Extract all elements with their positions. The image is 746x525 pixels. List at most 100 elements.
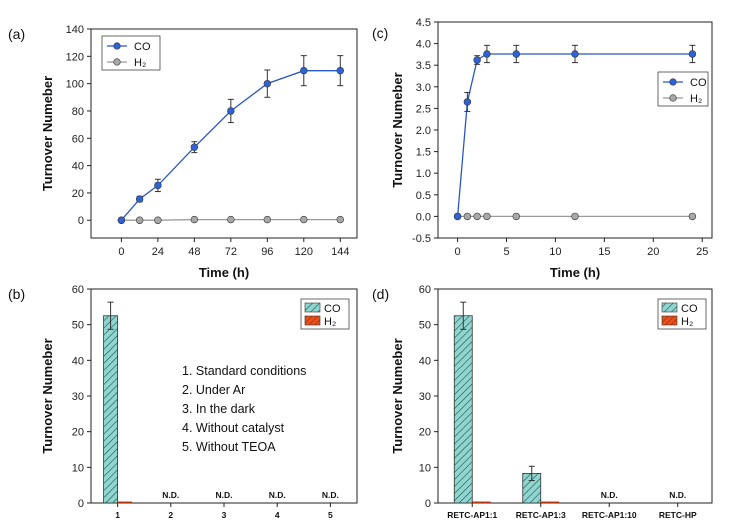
y-tick-label: 3.0: [416, 82, 431, 94]
data-point-co: [463, 98, 472, 106]
y-tick-label: 20: [419, 427, 431, 439]
data-point-co: [154, 181, 162, 190]
x-tick-label: 10: [549, 246, 561, 258]
y-tick-label: 1.0: [416, 168, 431, 180]
y-axis-label: Turnover Numeber: [40, 76, 55, 191]
y-tick-label: 80: [72, 106, 84, 118]
bar-co: [453, 315, 473, 504]
y-tick-label: 120: [66, 51, 84, 63]
x-tick-label: 144: [331, 246, 349, 258]
y-tick-label: 20: [72, 188, 84, 200]
x-tick-label: 72: [225, 246, 237, 258]
x-tick-label: 0: [455, 246, 461, 258]
y-tick-label: 10: [419, 462, 431, 474]
x-tick-label: 4: [275, 510, 280, 520]
y-tick-label: 0.0: [416, 211, 431, 223]
y-tick-label: 40: [419, 355, 431, 367]
legend-box: [101, 35, 161, 71]
y-tick-label: 60: [72, 133, 84, 145]
data-point-h2: [190, 215, 199, 224]
data-point-h2: [227, 215, 235, 224]
data-point-h2: [512, 212, 520, 221]
bar-h2: [117, 501, 132, 504]
not-detected-label: N.D.: [216, 490, 233, 500]
x-tick-label: 25: [696, 246, 708, 258]
y-tick-label: 50: [419, 320, 431, 332]
legend-swatch: [661, 315, 678, 326]
x-axis-label: Time (h): [550, 265, 600, 280]
y-tick-label: 50: [72, 320, 84, 332]
data-point-co: [227, 107, 235, 115]
data-point-co: [300, 66, 308, 75]
data-point-co: [512, 50, 520, 58]
data-point-h2: [483, 212, 491, 221]
x-tick-label: 5: [503, 246, 509, 258]
panel-label: (b): [8, 286, 25, 302]
y-tick-label: 40: [72, 161, 84, 173]
plot-frame: [90, 28, 358, 239]
y-tick-label: 100: [66, 79, 84, 91]
not-detected-label: N.D.: [162, 490, 179, 500]
x-tick-label: RETC-AP1:1: [447, 510, 497, 520]
y-tick-label: 2.5: [416, 103, 431, 115]
data-point-co: [453, 212, 462, 221]
y-tick-label: 2.0: [416, 125, 431, 137]
y-tick-label: 30: [419, 391, 431, 403]
condition-note: 1. Standard conditions: [182, 364, 306, 378]
data-point-co: [135, 195, 144, 203]
data-point-h2: [154, 216, 162, 224]
y-tick-label: 4.5: [416, 17, 431, 29]
y-tick-label: 1.5: [416, 147, 431, 159]
legend-box: [657, 71, 709, 107]
legend-marker: [113, 42, 121, 50]
y-tick-label: 20: [72, 427, 84, 439]
data-point-h2: [473, 212, 481, 221]
data-point-co: [263, 79, 272, 88]
legend-label: H₂: [690, 93, 702, 105]
legend-label: H₂: [324, 316, 336, 328]
legend-marker: [669, 78, 677, 86]
x-tick-label: 48: [188, 246, 200, 258]
x-tick-label: 1: [115, 510, 120, 520]
x-tick-label: 0: [118, 246, 124, 258]
x-tick-label: 2: [168, 510, 173, 520]
legend-label: CO: [134, 41, 151, 53]
y-tick-label: 0.5: [416, 190, 431, 202]
data-point-h2: [300, 215, 308, 224]
y-tick-label: 0: [78, 498, 84, 510]
data-point-co: [473, 56, 481, 64]
data-point-h2: [571, 212, 579, 221]
series-line-co: [120, 70, 341, 221]
not-detected-label: N.D.: [322, 490, 339, 500]
legend-swatch: [661, 302, 678, 313]
condition-note: 5. Without TEOA: [182, 440, 276, 454]
data-point-co: [688, 50, 697, 58]
data-point-co: [571, 50, 579, 58]
x-tick-label: 120: [295, 246, 313, 258]
y-tick-label: 60: [419, 284, 431, 296]
x-tick-label: 20: [647, 246, 659, 258]
legend-swatch: [304, 302, 321, 313]
y-tick-label: 60: [72, 284, 84, 296]
legend-label: H₂: [134, 57, 146, 69]
legend-marker: [669, 94, 677, 102]
panel-label: (c): [372, 25, 388, 41]
y-axis-label: Turnover Numeber: [40, 338, 55, 453]
y-tick-label: 3.5: [416, 60, 431, 72]
y-tick-label: 0: [78, 215, 84, 227]
data-point-co: [117, 216, 126, 224]
bar-h2: [471, 501, 491, 504]
panel-label: (a): [8, 26, 25, 42]
legend-label: CO: [681, 303, 698, 315]
x-tick-label: RETC-AP1:3: [516, 510, 566, 520]
series-line-co: [456, 53, 693, 217]
condition-note: 3. In the dark: [182, 402, 256, 416]
data-point-co: [483, 50, 491, 58]
data-point-co: [190, 143, 199, 151]
condition-note: 2. Under Ar: [182, 383, 245, 397]
data-point-h2: [135, 216, 144, 224]
not-detected-label: N.D.: [601, 490, 618, 500]
y-tick-label: 140: [66, 24, 84, 36]
y-tick-label: -0.5: [412, 233, 431, 245]
